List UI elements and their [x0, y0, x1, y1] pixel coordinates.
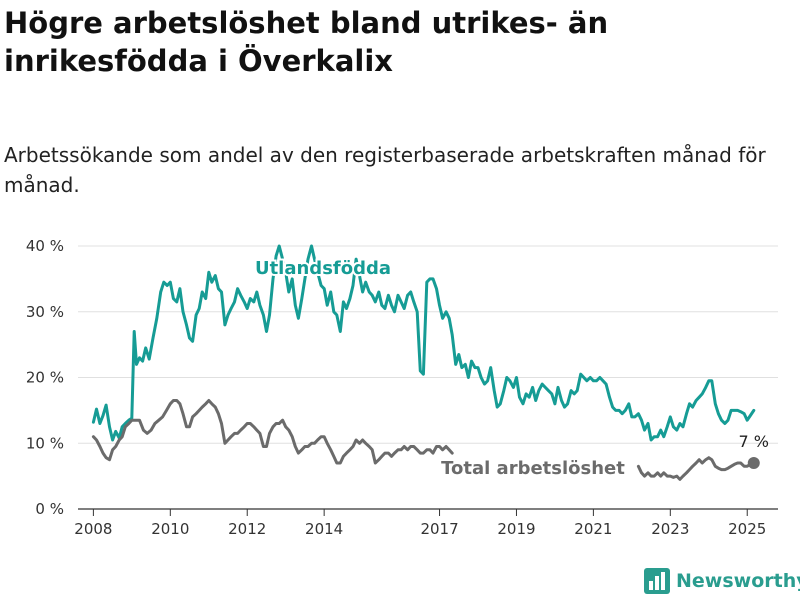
y-tick-label: 20 %	[26, 369, 64, 387]
x-tick-label: 2014	[305, 520, 343, 538]
x-tick-label: 2017	[420, 520, 458, 538]
bar-chart-logo-icon	[644, 568, 670, 594]
series-line-total	[636, 456, 756, 481]
x-tick-label: 2023	[651, 520, 689, 538]
x-tick-label: 2008	[74, 520, 112, 538]
series-label-total: Total arbetslöshet	[441, 458, 625, 479]
x-tick-label: 2012	[228, 520, 266, 538]
end-value-label: 7 %	[739, 432, 769, 451]
x-tick-label: 2019	[497, 520, 535, 538]
series-line-total	[91, 399, 454, 465]
chart-title: Högre arbetslöshet bland utrikes- än inr…	[4, 6, 609, 78]
brand-name: Newsworthy	[676, 570, 800, 592]
y-tick-label: 30 %	[26, 303, 64, 321]
y-tick-label: 0 %	[35, 500, 64, 518]
end-point-marker	[747, 456, 760, 469]
brand[interactable]: Newsworthy	[644, 568, 800, 594]
y-tick-label: 10 %	[26, 434, 64, 452]
series-labels: Utlandsfödda Total arbetslöshet 7 %	[253, 256, 769, 482]
x-tick-label: 2025	[728, 520, 766, 538]
y-tick-label: 40 %	[26, 237, 64, 255]
series-label-utlandsfodda: Utlandsfödda	[255, 258, 391, 279]
x-tick-label: 2021	[574, 520, 612, 538]
series-lines	[91, 244, 756, 481]
x-axis: 2008 2010 2012 2014 2017 2019 2021 2023 2025	[74, 508, 778, 538]
chart-subtitle: Arbetssökande som andel av den registerb…	[4, 143, 766, 197]
x-tick-label: 2010	[151, 520, 189, 538]
y-axis-ticks: 0 % 10 % 20 % 30 % 40 %	[26, 237, 64, 518]
series-line-utlandsfodda	[91, 244, 756, 442]
